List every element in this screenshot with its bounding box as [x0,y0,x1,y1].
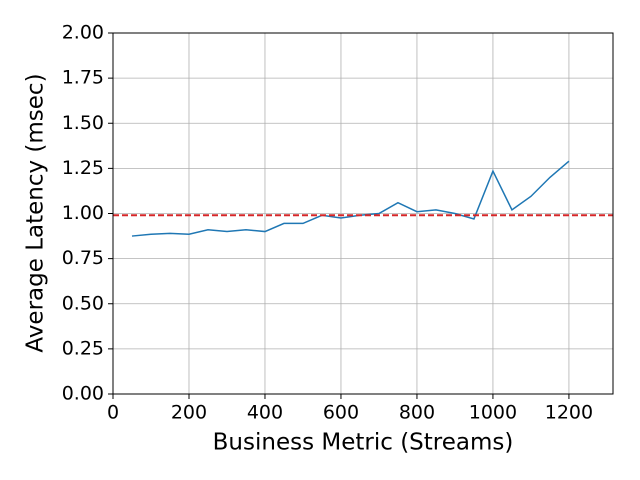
line-series [131,160,570,237]
y-tick-label: 1.25 [62,157,104,179]
y-tick-label: 1.00 [62,202,104,224]
x-tick-label: 800 [399,402,435,424]
y-tick-label: 1.75 [62,67,104,89]
plot-frame [112,32,614,395]
y-tick-label: 2.00 [62,22,104,44]
y-axis-label: Average Latency (msec) [23,73,49,352]
x-tick-label: 0 [107,402,119,424]
y-tick-label: 0.75 [62,247,104,269]
x-tick-label: 1000 [469,402,517,424]
x-tick-label: 600 [323,402,359,424]
y-tick-label: 0.50 [62,292,104,314]
x-tick-label: 200 [171,402,207,424]
y-tick-label: 0.25 [62,337,104,359]
y-tick-label: 0.00 [62,383,104,405]
x-tick-label: 1200 [545,402,593,424]
x-tick-label: 400 [247,402,283,424]
x-axis-label: Business Metric (Streams) [213,430,514,456]
y-tick-label: 1.50 [62,112,104,134]
